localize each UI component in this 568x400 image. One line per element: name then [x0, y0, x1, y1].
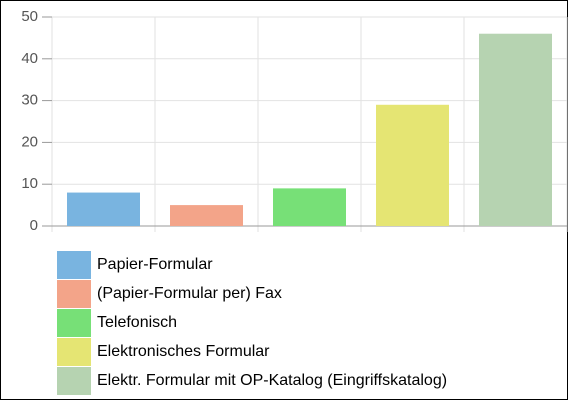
legend-label: (Papier-Formular per) Fax [97, 285, 282, 302]
y-tick-label: 50 [21, 8, 38, 25]
legend-swatch [57, 338, 91, 366]
bar [479, 33, 552, 226]
y-tick-label: 30 [21, 92, 38, 109]
legend-label: Telefonisch [97, 314, 177, 331]
legend-swatch [57, 309, 91, 337]
legend-swatch [57, 251, 91, 279]
legend-label: Elektr. Formular mit OP-Katalog (Eingrif… [97, 372, 447, 389]
y-tick-label: 0 [30, 217, 38, 234]
bar [170, 205, 243, 226]
bar [67, 192, 140, 226]
legend-swatch [57, 367, 91, 395]
bar [376, 104, 449, 226]
legend-swatch [57, 280, 91, 308]
legend-label: Elektronisches Formular [97, 343, 270, 360]
legend-label: Papier-Formular [97, 256, 213, 273]
y-tick-label: 40 [21, 50, 38, 67]
bar [273, 188, 346, 226]
y-tick-label: 20 [21, 133, 38, 150]
y-tick-label: 10 [21, 175, 38, 192]
